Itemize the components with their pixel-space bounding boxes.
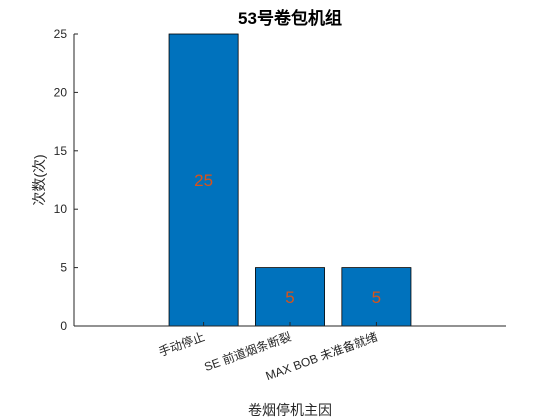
y-tick-label: 25 xyxy=(54,27,68,41)
y-tick-label: 0 xyxy=(60,319,67,333)
x-axis-label: 卷烟停机主因 xyxy=(248,402,332,418)
y-axis-label: 次数(次) xyxy=(31,154,47,205)
chart-title: 53号卷包机组 xyxy=(238,8,342,28)
y-tick-label: 5 xyxy=(60,261,67,275)
data-label: 5 xyxy=(372,288,381,307)
bar xyxy=(341,267,412,327)
bar xyxy=(255,267,325,327)
y-tick-label: 10 xyxy=(54,202,68,216)
data-label: 5 xyxy=(285,288,294,307)
x-tick-label: 手动停止 xyxy=(156,329,206,360)
data-label: 25 xyxy=(194,171,213,190)
y-tick-label: 15 xyxy=(54,144,68,158)
bar xyxy=(168,33,239,327)
y-tick-label: 20 xyxy=(54,85,68,99)
